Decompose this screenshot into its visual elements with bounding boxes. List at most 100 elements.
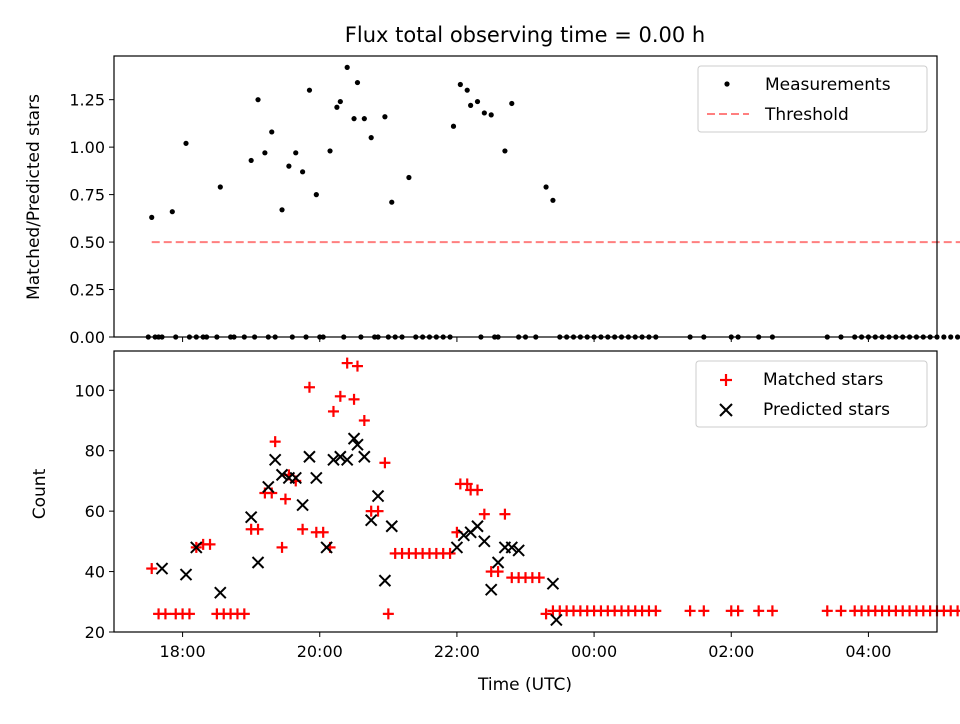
matched-star-point xyxy=(146,563,158,575)
measurement-point xyxy=(941,334,947,340)
measurement-point xyxy=(327,148,333,154)
predicted-star-point xyxy=(334,450,347,463)
predicted-star-point xyxy=(546,577,560,590)
predicted-star-point xyxy=(320,541,333,554)
matched-star-point xyxy=(269,436,281,448)
measurement-point xyxy=(337,98,343,105)
legend-measurements-marker xyxy=(724,81,730,87)
predicted-star-point xyxy=(512,544,525,557)
measurement-point xyxy=(457,81,463,88)
x-tick-label: 18:00 xyxy=(160,642,206,661)
measurements-layer xyxy=(145,64,960,340)
matched-star-point xyxy=(341,357,353,369)
predicted-star-point xyxy=(179,568,193,581)
top-y-tick-label: 1.25 xyxy=(69,91,105,110)
predicted-star-point xyxy=(385,520,398,533)
matched-star-point xyxy=(499,508,511,520)
matched-star-point xyxy=(327,405,339,417)
predicted-star-point xyxy=(155,562,169,575)
matched-star-point xyxy=(238,608,250,620)
top-y-tick-label: 0.25 xyxy=(69,281,105,300)
matched-star-point xyxy=(276,541,288,553)
bottom-axes-frame xyxy=(113,350,938,633)
bottom-y-tick-label: 40 xyxy=(85,563,105,582)
matched-star-point xyxy=(382,608,394,620)
measurement-point xyxy=(344,64,350,70)
measurement-point xyxy=(550,197,556,203)
top-panel: 0.00 0.25 0.50 0.75 1.00 1.25 Matched/Predict… xyxy=(24,55,960,347)
matched-star-point xyxy=(252,523,264,535)
top-y-tick-label: 1.00 xyxy=(69,138,105,157)
predicted-star-point xyxy=(262,480,275,494)
measurement-point xyxy=(481,110,487,116)
predicted-star-point xyxy=(214,586,227,599)
predicted-star-point xyxy=(491,556,505,569)
matched-star-point xyxy=(297,523,309,535)
x-tick-label: 22:00 xyxy=(434,642,480,661)
measurement-point xyxy=(286,163,292,169)
predicted-star-point xyxy=(358,450,371,463)
top-legend: Measurements Threshold xyxy=(697,65,928,133)
measurement-point xyxy=(389,199,395,205)
legend-matched-label: Matched stars xyxy=(763,370,883,390)
x-tick-label: 00:00 xyxy=(571,642,617,661)
bottom-x-axis-ticks: 18:00 20:00 22:00 00:00 02:00 04:00 xyxy=(160,632,891,661)
matched-star-point xyxy=(684,605,696,617)
measurement-point xyxy=(488,112,494,118)
predicted-star-point xyxy=(471,520,484,533)
predicted-star-point xyxy=(268,453,282,466)
bottom-y-tick-label: 20 xyxy=(85,623,105,642)
matched-star-point xyxy=(478,508,490,520)
measurement-point xyxy=(382,114,388,120)
predicted-star-point xyxy=(351,438,364,451)
predicted-star-point xyxy=(485,583,498,596)
bottom-y-axis-label: Count xyxy=(30,468,50,519)
measurement-point xyxy=(306,87,313,93)
matched-star-point xyxy=(159,608,171,620)
bottom-legend: Matched stars Predicted stars xyxy=(695,360,928,428)
predicted-star-point xyxy=(450,541,464,554)
x-tick-label: 02:00 xyxy=(708,642,754,661)
measurement-point xyxy=(217,184,223,190)
top-legend-box xyxy=(697,65,928,133)
measurement-point xyxy=(262,150,268,156)
measurement-point xyxy=(248,157,254,164)
counts-layer xyxy=(146,357,960,627)
bottom-y-tick-label: 80 xyxy=(85,442,105,461)
measurement-point xyxy=(368,135,374,141)
matched-star-point xyxy=(204,538,216,550)
measurement-point xyxy=(354,79,361,86)
predicted-star-point xyxy=(505,541,518,554)
measurement-point xyxy=(300,169,306,175)
measurement-point xyxy=(543,184,549,190)
bottom-panel: 20 40 60 80 100 18:00 20:00 22:00 00:00 02:00 04:… xyxy=(30,350,960,695)
matched-star-point xyxy=(766,605,778,617)
matched-star-point xyxy=(492,566,504,578)
predicted-star-point xyxy=(371,489,385,503)
predicted-star-point xyxy=(190,541,203,554)
matched-star-point xyxy=(821,605,833,617)
measurement-point xyxy=(169,209,175,215)
measurement-point xyxy=(502,148,508,154)
matched-star-point xyxy=(533,572,545,584)
measurement-point xyxy=(450,123,457,129)
predicted-star-point xyxy=(550,613,563,627)
legend-predicted-label: Predicted stars xyxy=(763,400,890,420)
legend-predicted-marker xyxy=(719,403,733,417)
legend-measurements-label: Measurements xyxy=(765,75,891,95)
matched-star-point xyxy=(351,360,363,372)
measurement-point xyxy=(351,116,357,122)
matched-star-point xyxy=(835,605,847,617)
predicted-star-point xyxy=(457,529,470,542)
top-axes-frame xyxy=(113,55,938,338)
bottom-y-axis-ticks: 20 40 60 80 100 xyxy=(74,381,114,642)
measurement-point xyxy=(149,214,155,220)
measurement-point xyxy=(313,192,319,198)
matched-star-point xyxy=(372,505,384,517)
matched-star-point xyxy=(952,605,960,617)
matched-star-point xyxy=(698,605,710,617)
measurement-point xyxy=(361,116,367,122)
predicted-star-point xyxy=(310,471,323,485)
matched-star-point xyxy=(379,457,391,469)
